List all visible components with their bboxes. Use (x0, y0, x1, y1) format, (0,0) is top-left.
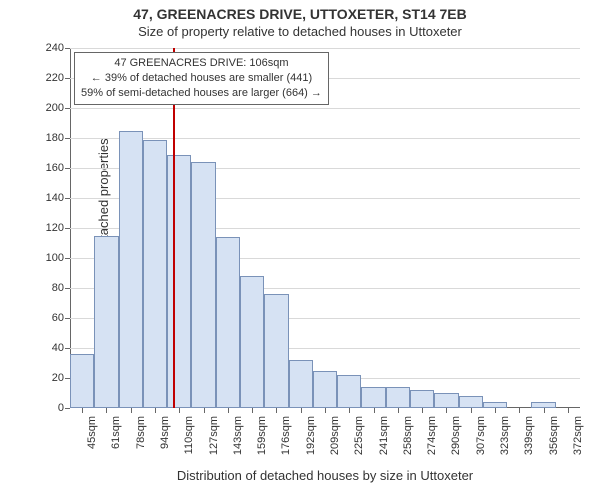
y-tick (65, 318, 70, 319)
histogram-bar (167, 155, 191, 409)
x-tick-label: 192sqm (305, 416, 317, 476)
x-tick-label: 110sqm (183, 416, 195, 476)
plot-area: Number of detached properties 0204060801… (70, 48, 580, 408)
y-tick-label: 240 (34, 42, 64, 54)
x-tick (155, 408, 156, 413)
y-tick (65, 198, 70, 199)
y-tick-label: 40 (34, 342, 64, 354)
y-tick-label: 200 (34, 102, 64, 114)
x-tick (252, 408, 253, 413)
gridline (70, 108, 580, 109)
x-tick-label: 176sqm (280, 416, 292, 476)
histogram-bar (94, 236, 118, 409)
y-tick-label: 140 (34, 192, 64, 204)
x-tick (446, 408, 447, 413)
annotation-line: ← 39% of detached houses are smaller (44… (81, 71, 322, 86)
y-tick-label: 80 (34, 282, 64, 294)
x-tick (131, 408, 132, 413)
histogram-bar (70, 354, 94, 408)
y-tick (65, 138, 70, 139)
x-tick (374, 408, 375, 413)
x-tick-label: 241sqm (378, 416, 390, 476)
x-tick-label: 339sqm (523, 416, 535, 476)
x-tick-label: 307sqm (475, 416, 487, 476)
chart-title: 47, GREENACRES DRIVE, UTTOXETER, ST14 7E… (0, 6, 600, 22)
x-tick (519, 408, 520, 413)
annotation-box: 47 GREENACRES DRIVE: 106sqm← 39% of deta… (74, 52, 329, 105)
x-tick-label: 356sqm (548, 416, 560, 476)
y-tick (65, 48, 70, 49)
x-tick-label: 258sqm (402, 416, 414, 476)
x-tick-label: 209sqm (329, 416, 341, 476)
x-axis-label: Distribution of detached houses by size … (70, 468, 580, 483)
x-tick (204, 408, 205, 413)
y-tick (65, 228, 70, 229)
x-tick-label: 127sqm (208, 416, 220, 476)
x-tick-label: 372sqm (572, 416, 584, 476)
histogram-bar (313, 371, 337, 409)
y-tick-label: 160 (34, 162, 64, 174)
histogram-bar (216, 237, 240, 408)
y-tick (65, 108, 70, 109)
y-tick-label: 20 (34, 372, 64, 384)
x-tick (422, 408, 423, 413)
x-tick-label: 78sqm (135, 416, 147, 476)
y-tick-label: 60 (34, 312, 64, 324)
histogram-bar (434, 393, 458, 408)
x-tick-label: 323sqm (499, 416, 511, 476)
x-tick (276, 408, 277, 413)
x-tick (349, 408, 350, 413)
x-tick (325, 408, 326, 413)
x-tick (228, 408, 229, 413)
y-tick (65, 78, 70, 79)
histogram-bar (264, 294, 288, 408)
histogram-bar (191, 162, 215, 408)
annotation-line: 59% of semi-detached houses are larger (… (81, 86, 322, 101)
x-tick (471, 408, 472, 413)
x-tick-label: 143sqm (232, 416, 244, 476)
histogram-bar (410, 390, 434, 408)
gridline (70, 48, 580, 49)
histogram-bar (119, 131, 143, 409)
y-tick (65, 258, 70, 259)
x-tick-label: 225sqm (353, 416, 365, 476)
x-tick (179, 408, 180, 413)
x-tick (106, 408, 107, 413)
y-tick-label: 120 (34, 222, 64, 234)
y-tick (65, 288, 70, 289)
histogram-bar (459, 396, 483, 408)
histogram-bar (143, 140, 167, 409)
x-tick (544, 408, 545, 413)
chart-subtitle: Size of property relative to detached ho… (0, 24, 600, 39)
x-tick (301, 408, 302, 413)
y-tick-label: 0 (34, 402, 64, 414)
x-tick (495, 408, 496, 413)
y-tick-label: 100 (34, 252, 64, 264)
annotation-line: 47 GREENACRES DRIVE: 106sqm (81, 56, 322, 71)
chart-container: 47, GREENACRES DRIVE, UTTOXETER, ST14 7E… (0, 0, 600, 500)
histogram-bar (240, 276, 264, 408)
x-tick-label: 45sqm (86, 416, 98, 476)
x-tick-label: 274sqm (426, 416, 438, 476)
histogram-bar (361, 387, 385, 408)
x-tick (398, 408, 399, 413)
x-tick-label: 290sqm (450, 416, 462, 476)
y-tick (65, 408, 70, 409)
y-tick (65, 168, 70, 169)
x-tick (82, 408, 83, 413)
x-tick-label: 61sqm (110, 416, 122, 476)
y-tick-label: 180 (34, 132, 64, 144)
y-tick (65, 348, 70, 349)
x-tick-label: 159sqm (256, 416, 268, 476)
histogram-bar (386, 387, 410, 408)
x-tick-label: 94sqm (159, 416, 171, 476)
histogram-bar (337, 375, 361, 408)
y-tick-label: 220 (34, 72, 64, 84)
histogram-bar (289, 360, 313, 408)
x-tick (568, 408, 569, 413)
